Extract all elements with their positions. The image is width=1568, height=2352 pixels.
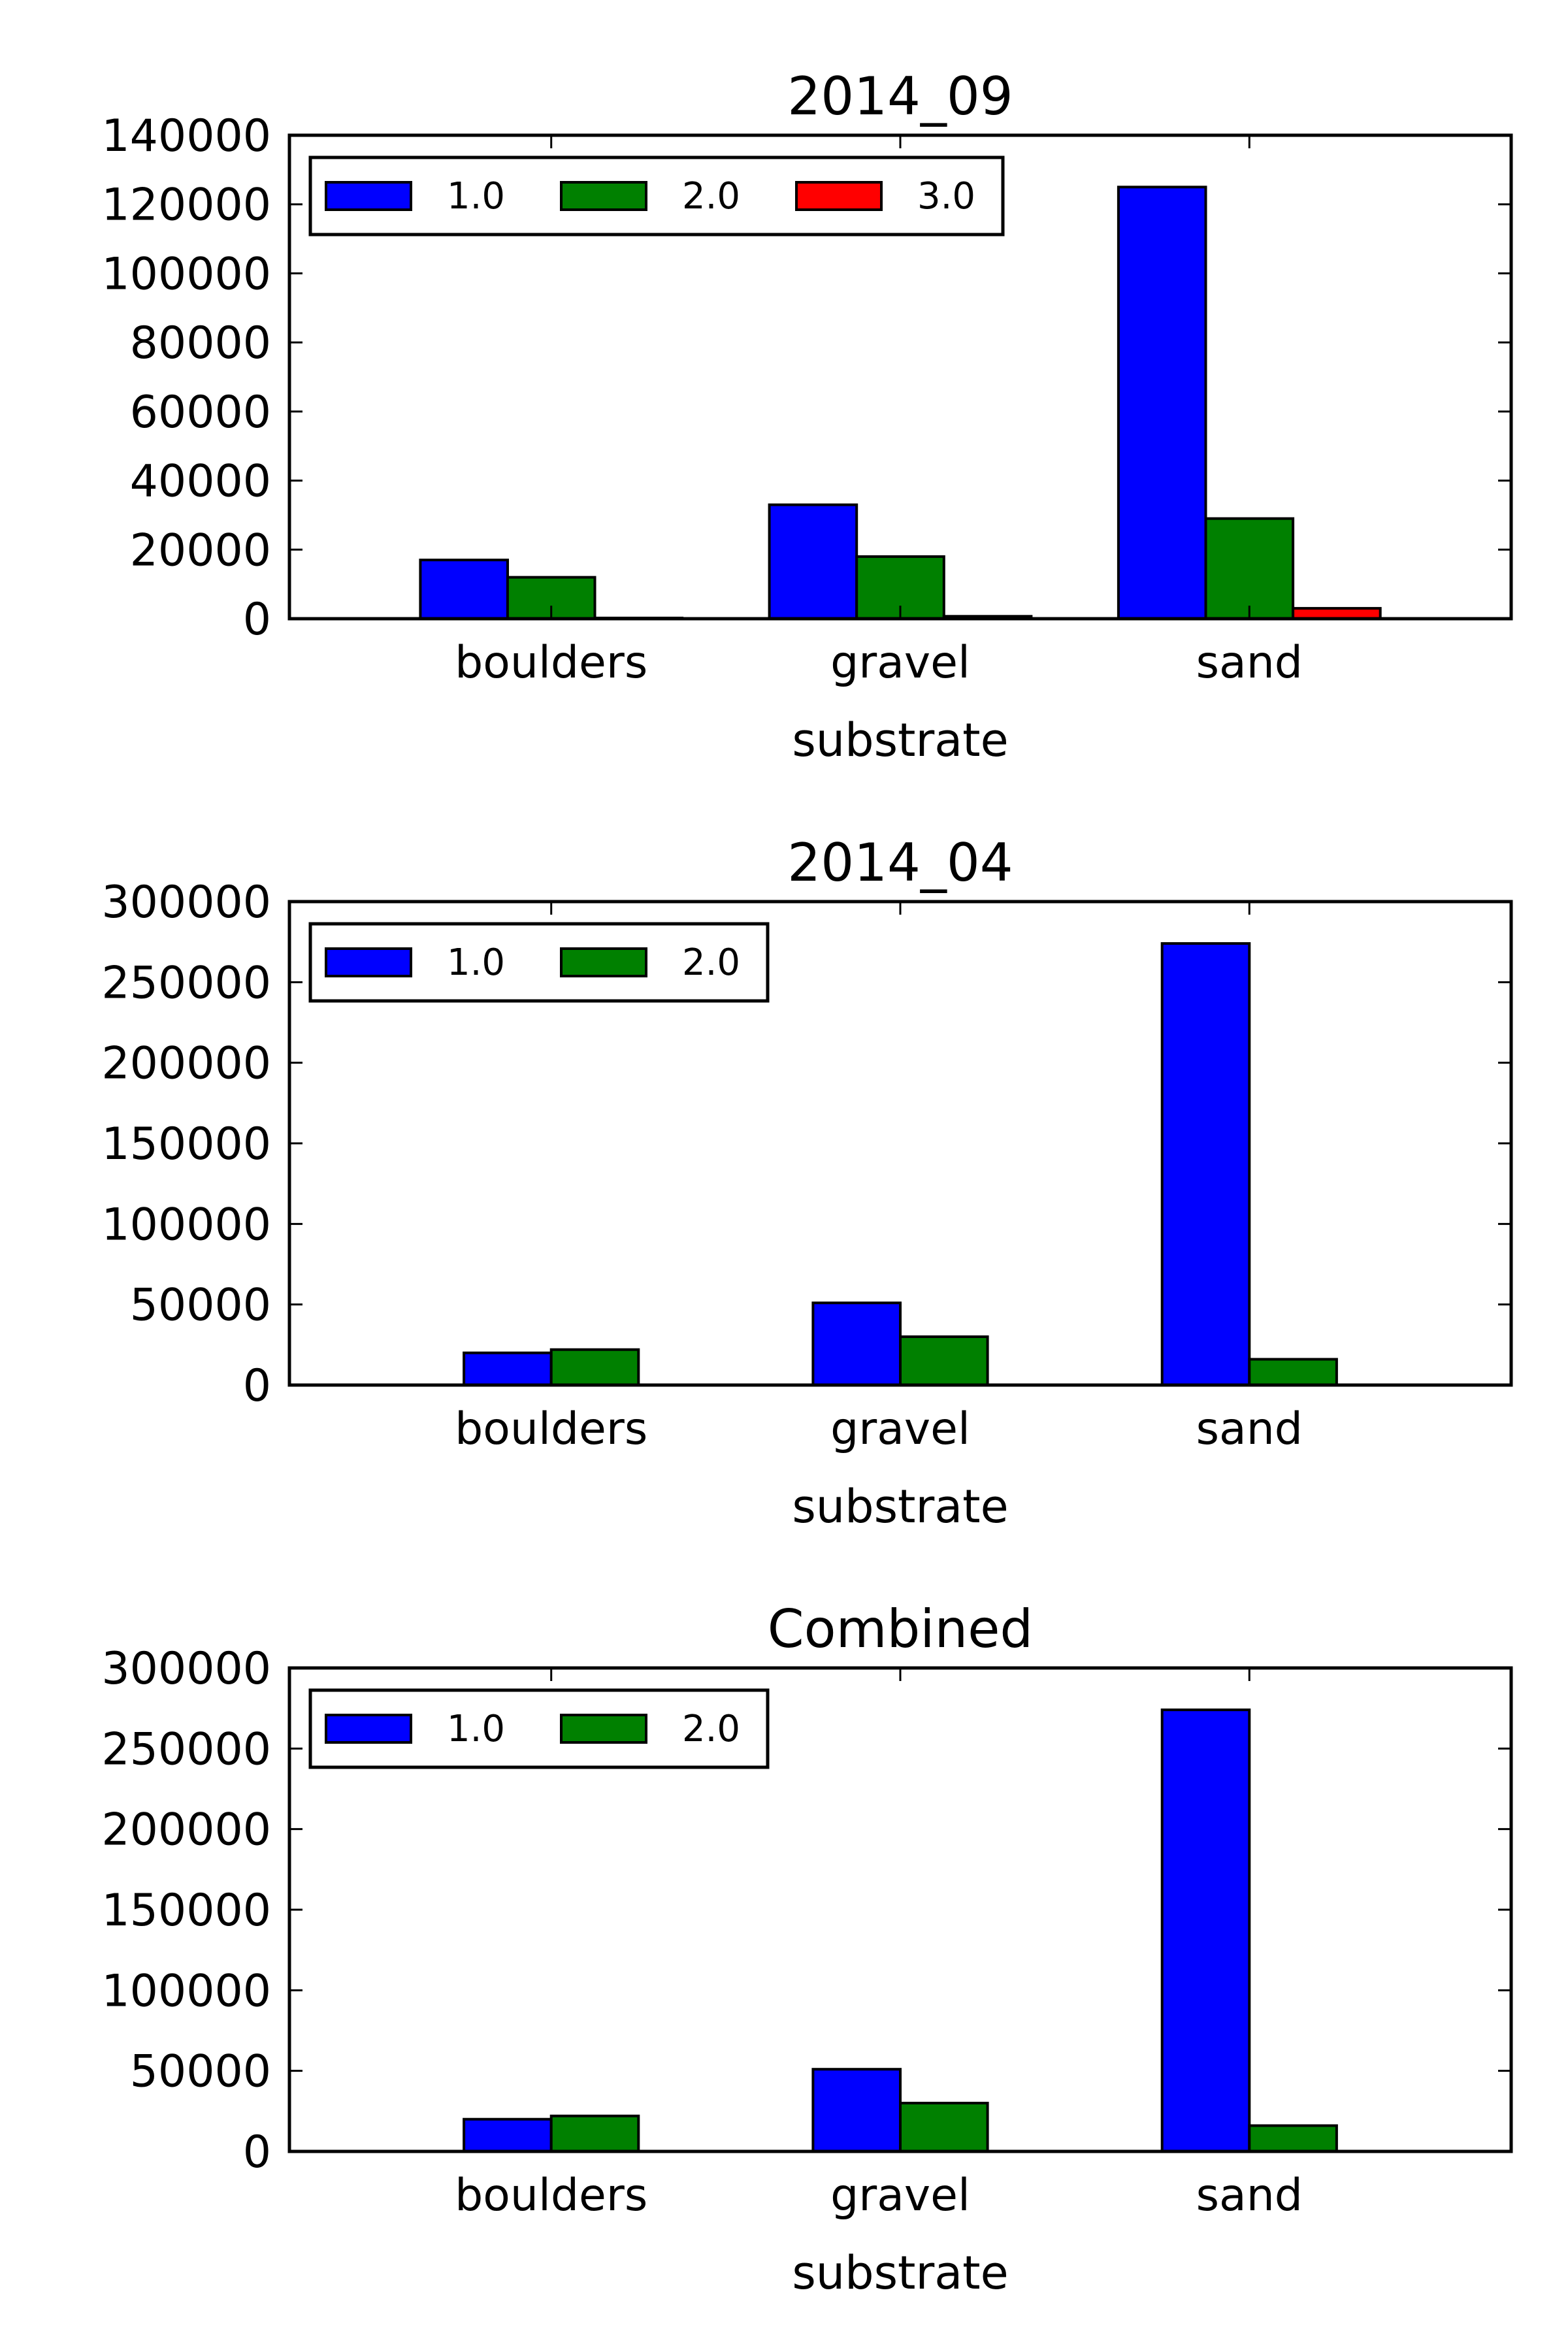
x-tick-label: gravel <box>830 2170 970 2221</box>
x-tick-label: sand <box>1196 637 1303 689</box>
y-tick-label: 150000 <box>101 1119 271 1170</box>
y-tick-label: 20000 <box>130 525 271 576</box>
bar-sand-2-0 <box>1248 1358 1338 1386</box>
bar-sand-2-0 <box>1248 2124 1338 2153</box>
legend-swatch-2-0 <box>560 181 647 211</box>
y-tick-label: 140000 <box>101 110 271 162</box>
legend: 1.0 2.0 <box>308 1688 770 1769</box>
legend-label: 1.0 <box>447 175 505 218</box>
legend-swatch-1-0 <box>325 1714 412 1744</box>
legend-swatch-2-0 <box>560 1714 647 1744</box>
y-tick-label: 40000 <box>130 456 271 508</box>
bar-gravel-1-0 <box>811 2068 902 2153</box>
x-tick-label: boulders <box>455 637 647 689</box>
x-tick-label: sand <box>1196 1403 1303 1455</box>
legend-label: 3.0 <box>917 175 975 218</box>
y-tick-label: 80000 <box>130 318 271 369</box>
legend-swatch-1-0 <box>325 181 412 211</box>
bar-sand-2-0 <box>1204 517 1295 621</box>
legend: 1.0 2.0 <box>308 922 770 1003</box>
legend-swatch-1-0 <box>325 947 412 977</box>
x-axis-label: substrate <box>792 713 1008 767</box>
y-tick-label: 50000 <box>130 1280 271 1331</box>
x-tick-label: gravel <box>830 1403 970 1455</box>
y-tick-label: 100000 <box>101 1199 271 1250</box>
bar-gravel-2-0 <box>899 2102 989 2153</box>
legend-label: 1.0 <box>447 1708 505 1750</box>
legend-swatch-3-0 <box>795 181 883 211</box>
legend-box <box>308 155 1005 237</box>
bar-boulders-2-0 <box>549 1348 640 1386</box>
x-tick-label: boulders <box>455 1403 647 1455</box>
y-tick-label: 0 <box>243 594 271 645</box>
y-tick-label: 200000 <box>101 1805 271 1856</box>
y-tick-label: 150000 <box>101 1885 271 1936</box>
chart-title: Combined <box>768 1599 1033 1659</box>
bar-sand-1-0 <box>1117 186 1207 620</box>
y-tick-label: 100000 <box>101 248 271 300</box>
chart-panel-3: Combined 0 50000 100000 150000 200000 250000 30… <box>101 1599 1513 2300</box>
y-tick-label: 60000 <box>130 387 271 438</box>
legend-label: 1.0 <box>447 941 505 984</box>
y-tick-label: 0 <box>243 1360 271 1412</box>
bar-boulders-1-0 <box>419 559 510 620</box>
y-tick-label: 0 <box>243 2127 271 2178</box>
bar-sand-1-0 <box>1160 1708 1251 2153</box>
x-tick-label: gravel <box>830 637 970 689</box>
y-tick-label: 200000 <box>101 1038 271 1090</box>
x-tick-label: sand <box>1196 2170 1303 2221</box>
y-tick-label: 300000 <box>101 877 271 928</box>
bar-gravel-2-0 <box>899 1335 989 1386</box>
bar-boulders-2-0 <box>549 2114 640 2153</box>
bar-gravel-1-0 <box>768 503 858 620</box>
y-tick-label: 120000 <box>101 180 271 231</box>
chart-panel-2: 2014_04 0 50000 100000 150000 200000 250000 300… <box>101 832 1513 1533</box>
legend-label: 2.0 <box>682 1708 740 1750</box>
y-tick-label: 50000 <box>130 2046 271 2098</box>
x-axis-label: substrate <box>792 1480 1008 1533</box>
legend-label: 2.0 <box>682 941 740 984</box>
legend-label: 2.0 <box>682 175 740 218</box>
bar-boulders-1-0 <box>463 1351 553 1386</box>
legend: 1.0 2.0 3.0 <box>308 155 1005 237</box>
legend-swatch-2-0 <box>560 947 647 977</box>
bar-gravel-1-0 <box>811 1301 902 1386</box>
bar-sand-1-0 <box>1160 942 1251 1386</box>
chart-title: 2014_09 <box>787 66 1013 127</box>
y-tick-label: 250000 <box>101 957 271 1009</box>
chart-title: 2014_04 <box>787 832 1013 893</box>
y-tick-label: 100000 <box>101 1965 271 2017</box>
x-tick-label: boulders <box>455 2170 647 2221</box>
bar-boulders-1-0 <box>463 2117 553 2153</box>
y-tick-label: 300000 <box>101 1643 271 1695</box>
x-axis-label: substrate <box>792 2246 1008 2300</box>
y-tick-label: 250000 <box>101 1723 271 1775</box>
chart-panel-1: 2014_09 0 20000 40000 60000 80000 100000 120000… <box>101 66 1513 767</box>
